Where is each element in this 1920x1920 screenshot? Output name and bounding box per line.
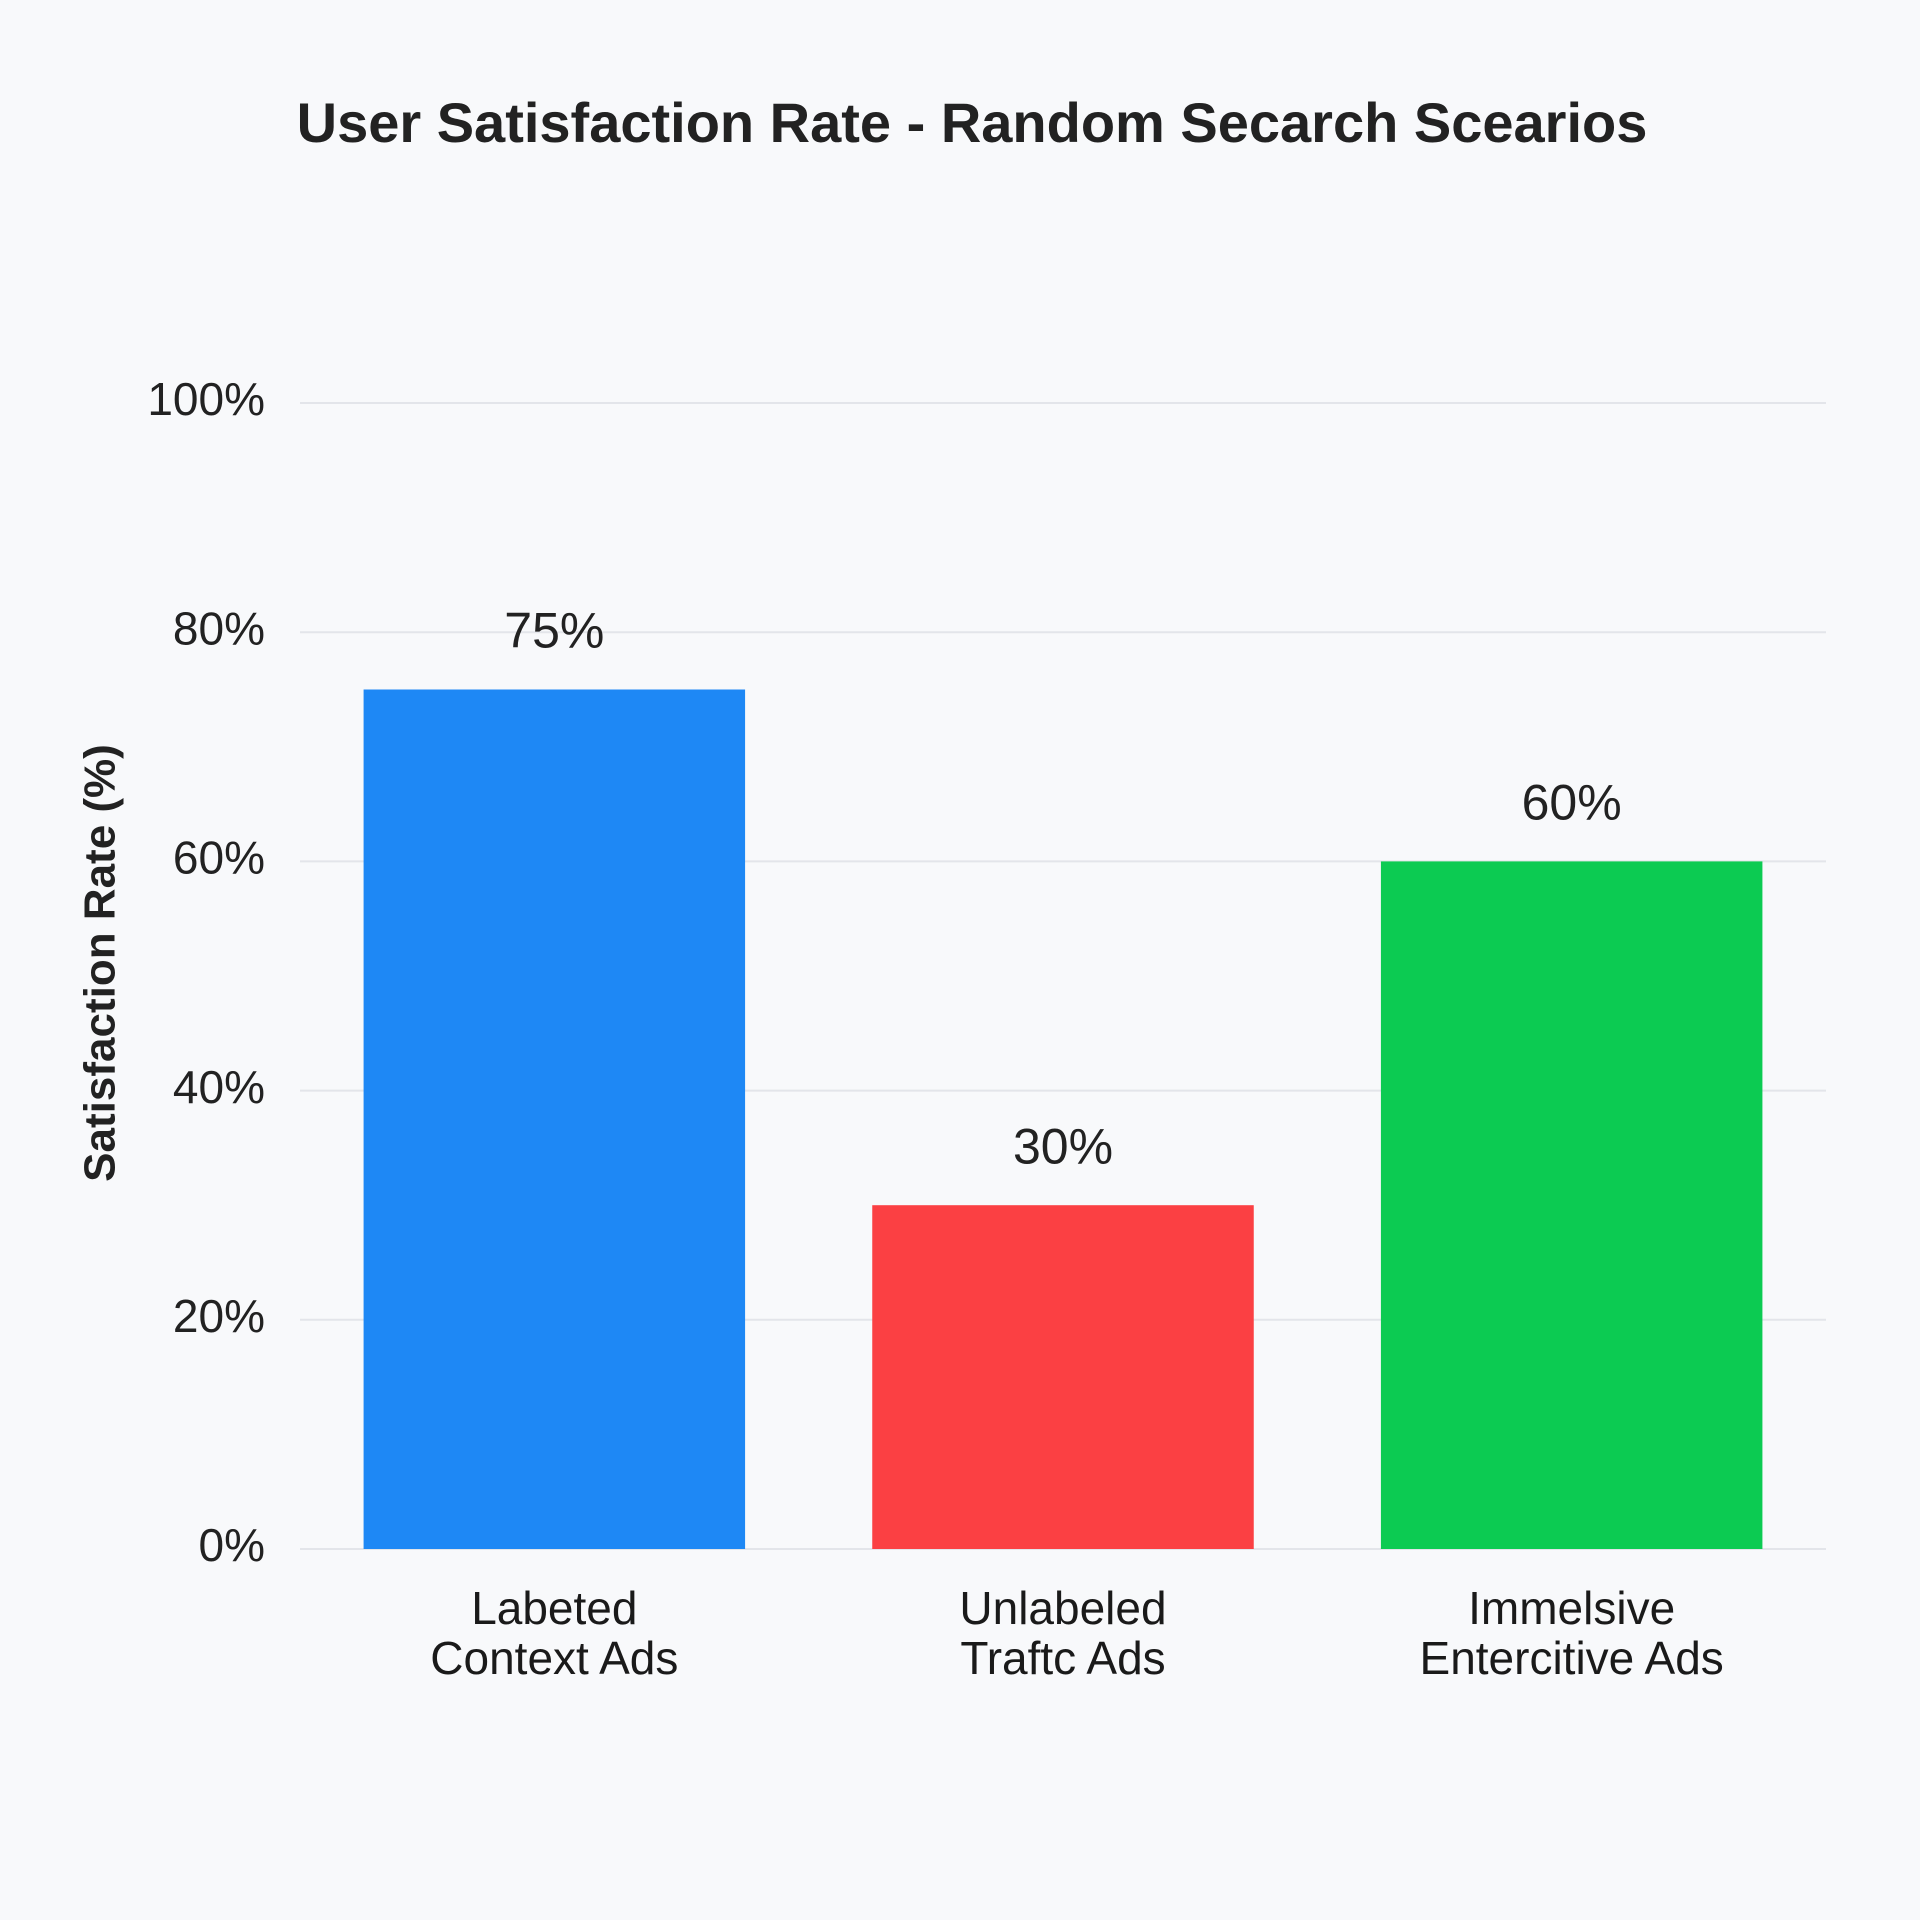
chart-title: User Satisfaction Rate - Random Secarch … <box>297 91 1648 154</box>
value-label: 75% <box>504 603 604 659</box>
y-tick-label: 80% <box>173 602 265 654</box>
y-tick-label: 20% <box>173 1290 265 1342</box>
x-tick-label: Immelsive Entercitive Ads <box>1419 1582 1724 1684</box>
y-tick-label: 40% <box>173 1061 265 1113</box>
bar <box>363 689 746 1549</box>
value-label: 60% <box>1522 775 1622 831</box>
y-axis-label: Satisfaction Rate (%) <box>76 744 125 1182</box>
y-tick-label: 60% <box>173 832 265 884</box>
x-tick-label: Labeted Context Ads <box>430 1582 679 1684</box>
bar <box>1380 861 1763 1549</box>
y-tick-label: 0% <box>199 1519 265 1571</box>
y-tick-label: 100% <box>147 373 265 425</box>
value-label: 30% <box>1013 1118 1113 1174</box>
bar <box>872 1205 1254 1549</box>
x-tick-label: Unlabeled Traftc Ads <box>959 1582 1167 1684</box>
